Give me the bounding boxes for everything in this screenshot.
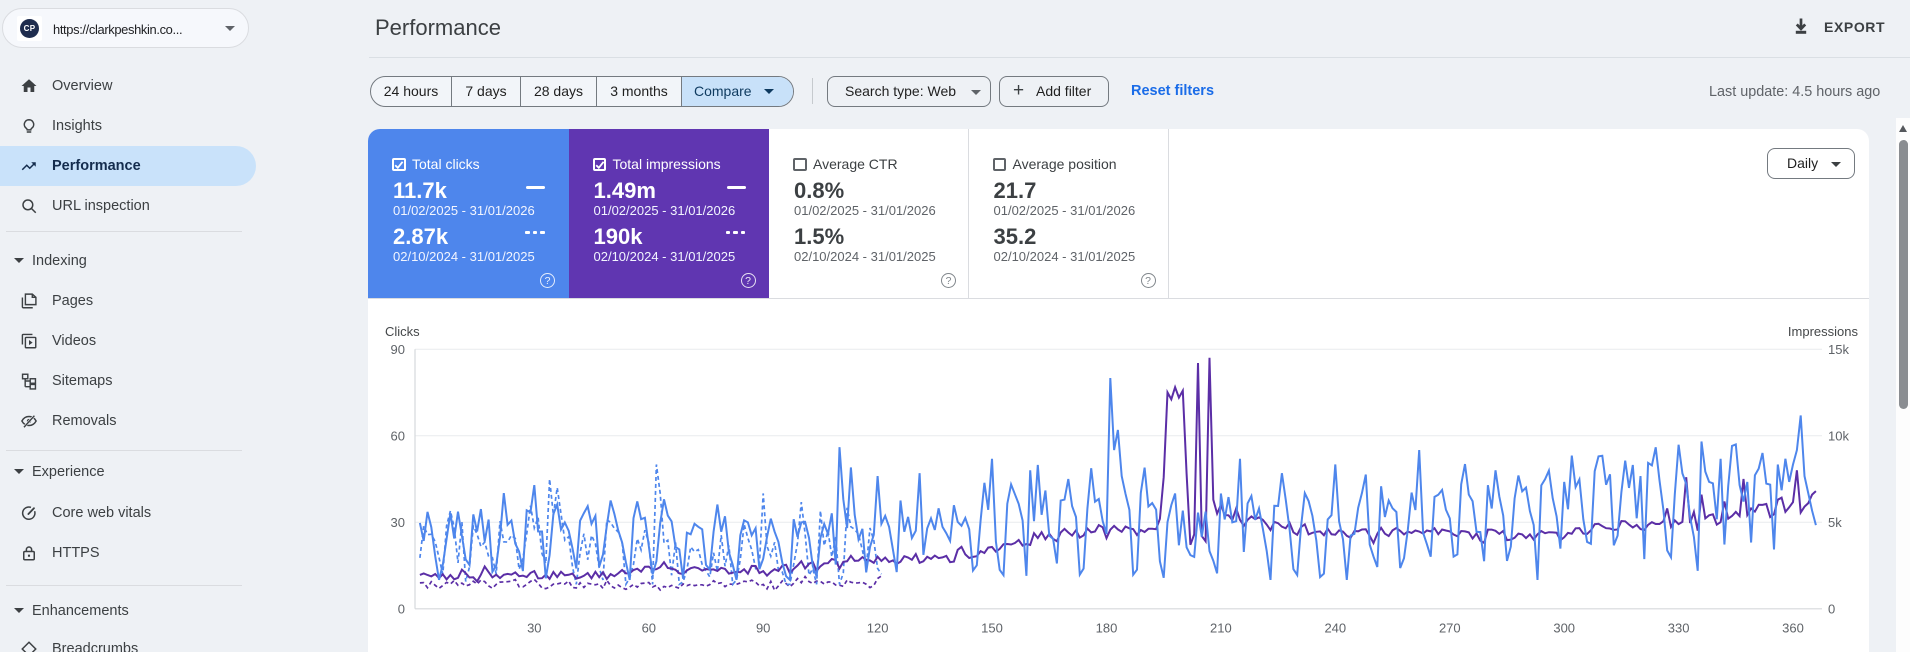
svg-text:Impressions: Impressions [1788,324,1859,339]
svg-text:0: 0 [1828,602,1835,617]
svg-text:30: 30 [527,621,541,636]
svg-text:5k: 5k [1828,515,1842,530]
svg-text:10k: 10k [1828,429,1849,444]
svg-text:240: 240 [1324,621,1346,636]
svg-text:150: 150 [981,621,1003,636]
svg-text:180: 180 [1096,621,1118,636]
svg-text:Clicks: Clicks [385,324,420,339]
svg-text:15k: 15k [1828,342,1849,357]
svg-text:330: 330 [1668,621,1690,636]
svg-text:300: 300 [1553,621,1575,636]
svg-text:30: 30 [391,515,405,530]
svg-text:210: 210 [1210,621,1232,636]
svg-text:270: 270 [1439,621,1461,636]
svg-text:120: 120 [867,621,889,636]
svg-text:90: 90 [756,621,770,636]
svg-text:360: 360 [1782,621,1804,636]
svg-text:60: 60 [391,429,405,444]
svg-text:60: 60 [642,621,656,636]
svg-text:0: 0 [398,602,405,617]
svg-text:90: 90 [391,342,405,357]
